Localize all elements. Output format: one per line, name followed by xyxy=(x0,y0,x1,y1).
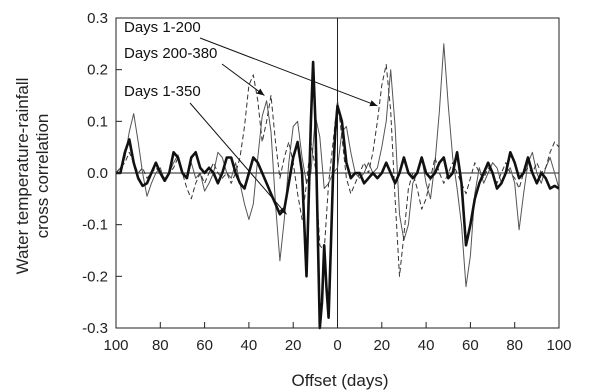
series-line-thick-solid xyxy=(116,60,560,330)
annotation-label: Days 1-350 xyxy=(124,83,201,100)
y-tick-label: -0.1 xyxy=(82,217,108,234)
annotation-arrowhead xyxy=(256,88,265,96)
annotation-arrowhead xyxy=(369,100,378,107)
x-tick-label: 100 xyxy=(546,337,571,354)
annotation-arrow xyxy=(221,63,265,96)
annotation-label: Days 200-380 xyxy=(124,45,217,62)
x-tick-label: 80 xyxy=(506,337,523,354)
plot-lines xyxy=(115,18,560,330)
x-tick-label: 80 xyxy=(152,337,169,354)
y-tick-label: 0.1 xyxy=(87,113,108,130)
x-tick-label: 60 xyxy=(462,337,479,354)
annotation-label: Days 1-200 xyxy=(124,19,201,36)
x-tick-label: 0 xyxy=(333,337,341,354)
y-tick-label: 0.0 xyxy=(87,165,108,182)
y-tick-label: 0.2 xyxy=(87,62,108,79)
x-tick-label: 20 xyxy=(285,337,302,354)
x-axis-ticks: 100 80 60 40 20 0 20 40 60 80 100 xyxy=(103,322,572,354)
y-axis-label-line1: Water temperature-rainfall xyxy=(13,78,32,275)
annotation-arrow xyxy=(199,37,378,107)
x-tick-label: 20 xyxy=(373,337,390,354)
series-line-dashed xyxy=(115,64,560,277)
annotation-arrow xyxy=(189,102,287,215)
annotation-arrowhead xyxy=(279,206,287,215)
x-tick-label: 40 xyxy=(241,337,258,354)
y-axis-label-line2: cross correlation xyxy=(33,114,52,239)
x-tick-label: 100 xyxy=(103,337,128,354)
x-tick-label: 40 xyxy=(418,337,435,354)
x-axis-label: Offset (days) xyxy=(292,371,389,390)
x-tick-label: 60 xyxy=(196,337,213,354)
y-axis-ticks: 0.3 0.2 0.1 0.0 -0.1 -0.2 -0.3 xyxy=(82,10,122,337)
y-tick-label: 0.3 xyxy=(87,10,108,27)
y-tick-label: -0.2 xyxy=(82,268,108,285)
y-tick-label: -0.3 xyxy=(82,320,108,337)
annotations: Days 1-200 Days 200-380 Days 1-350 xyxy=(124,19,378,215)
